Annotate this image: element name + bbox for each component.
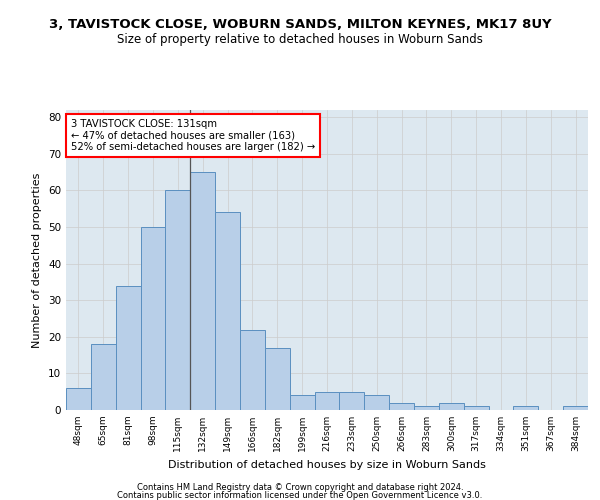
Text: Size of property relative to detached houses in Woburn Sands: Size of property relative to detached ho… xyxy=(117,32,483,46)
Bar xyxy=(66,388,91,410)
Text: Contains HM Land Registry data © Crown copyright and database right 2024.: Contains HM Land Registry data © Crown c… xyxy=(137,482,463,492)
Bar xyxy=(414,406,439,410)
Bar xyxy=(290,396,314,410)
Bar xyxy=(116,286,140,410)
Bar xyxy=(190,172,215,410)
Bar xyxy=(340,392,364,410)
Text: Contains public sector information licensed under the Open Government Licence v3: Contains public sector information licen… xyxy=(118,491,482,500)
Bar xyxy=(215,212,240,410)
Bar xyxy=(166,190,190,410)
Bar xyxy=(389,402,414,410)
Bar xyxy=(563,406,588,410)
Bar xyxy=(439,402,464,410)
Bar xyxy=(265,348,290,410)
Bar xyxy=(240,330,265,410)
Text: 3, TAVISTOCK CLOSE, WOBURN SANDS, MILTON KEYNES, MK17 8UY: 3, TAVISTOCK CLOSE, WOBURN SANDS, MILTON… xyxy=(49,18,551,30)
Bar xyxy=(514,406,538,410)
X-axis label: Distribution of detached houses by size in Woburn Sands: Distribution of detached houses by size … xyxy=(168,460,486,469)
Bar xyxy=(464,406,488,410)
Text: 3 TAVISTOCK CLOSE: 131sqm
← 47% of detached houses are smaller (163)
52% of semi: 3 TAVISTOCK CLOSE: 131sqm ← 47% of detac… xyxy=(71,119,316,152)
Bar xyxy=(91,344,116,410)
Bar xyxy=(140,227,166,410)
Y-axis label: Number of detached properties: Number of detached properties xyxy=(32,172,43,348)
Bar xyxy=(364,396,389,410)
Bar xyxy=(314,392,340,410)
